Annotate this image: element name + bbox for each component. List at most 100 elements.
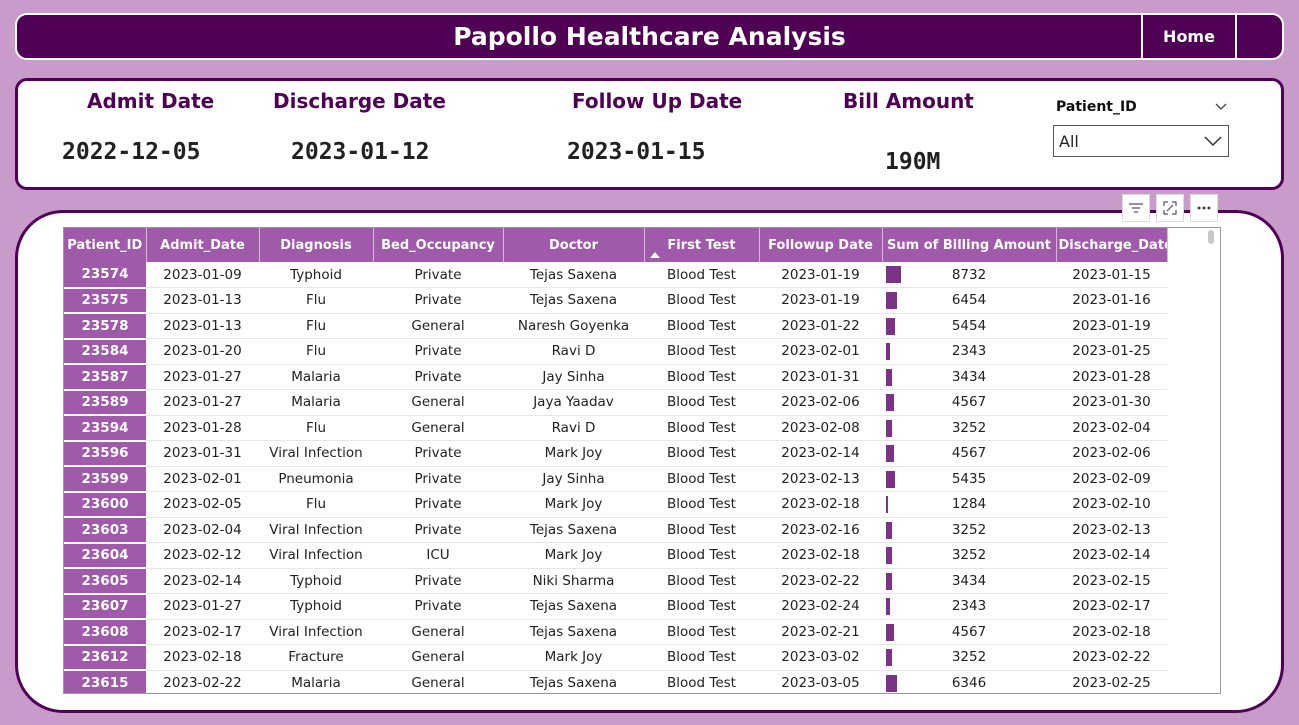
column-header-label: Patient_ID: [67, 237, 143, 253]
table-cell: 2023-02-01: [759, 338, 882, 365]
patient-id-cell: 23587: [64, 364, 146, 391]
table-row[interactable]: 23603 2023-02-04 Viral Infection Private Tej…: [64, 517, 1167, 544]
table-cell: 2023-02-15: [1056, 568, 1167, 594]
followup-date-label: Follow Up Date: [572, 89, 743, 113]
billing-amount-value: 2343: [951, 343, 987, 360]
table-row[interactable]: 23584 2023-01-20 Flu Private Ravi D Blood Tes…: [64, 338, 1167, 365]
table-cell: Jay Sinha: [503, 466, 644, 492]
table-cell: 2023-01-31: [146, 440, 259, 467]
patient-id-cell: 23584: [64, 338, 146, 365]
table-cell: Private: [373, 517, 503, 543]
column-header-label: Followup Date: [768, 237, 873, 253]
table-cell: General: [373, 619, 503, 645]
billing-amount-cell: 3252: [882, 644, 1056, 671]
column-header-label: Admit_Date: [160, 237, 245, 253]
table-cell: Flu: [259, 415, 373, 441]
billing-amount-cell: 8732: [882, 262, 1056, 288]
table-cell: Naresh Goyenka: [503, 313, 644, 339]
table-row[interactable]: 23589 2023-01-27 Malaria General Jaya Yaadav…: [64, 389, 1167, 416]
billing-data-bar: [886, 649, 892, 666]
table-row[interactable]: 23605 2023-02-14 Typhoid Private Niki Sharma…: [64, 568, 1167, 595]
table-cell: 2023-02-18: [759, 491, 882, 518]
table-row[interactable]: 23587 2023-01-27 Malaria Private Jay Sinha Bl…: [64, 364, 1167, 391]
column-header[interactable]: Diagnosis: [259, 228, 374, 262]
table-row[interactable]: 23604 2023-02-12 Viral Infection ICU Mark Jo…: [64, 542, 1167, 569]
table-cell: 2023-02-06: [1056, 440, 1167, 467]
column-header-label: Diagnosis: [280, 237, 352, 253]
table-cell: Typhoid: [259, 593, 373, 620]
billing-amount-value: 3434: [951, 572, 987, 589]
table-cell: General: [373, 670, 503, 693]
patient-id-cell: 23599: [64, 466, 146, 493]
billing-data-bar: [886, 292, 897, 309]
table-cell: Private: [373, 568, 503, 594]
billing-amount-value: 1284: [951, 496, 987, 513]
table-row[interactable]: 23615 2023-02-22 Malaria General Tejas Saxen…: [64, 670, 1167, 693]
column-header[interactable]: Admit_Date: [146, 228, 260, 262]
table-cell: 2023-02-10: [1056, 491, 1167, 518]
table-cell: 2023-01-27: [146, 389, 259, 416]
patient-id-cell: 23575: [64, 287, 146, 314]
billing-amount-value: 3252: [951, 521, 987, 538]
table-row[interactable]: 23607 2023-01-27 Typhoid Private Tejas Saxen…: [64, 593, 1167, 620]
table-cell: Private: [373, 440, 503, 467]
billing-amount-cell: 3434: [882, 568, 1056, 594]
table-cell: Jaya Yaadav: [503, 389, 644, 416]
column-header[interactable]: First Test: [644, 228, 760, 262]
billing-amount-value: 3252: [951, 547, 987, 564]
billing-data-bar: [886, 572, 892, 590]
column-header[interactable]: Followup Date: [759, 228, 883, 262]
table-cell: Ravi D: [503, 338, 644, 365]
table-cell: Blood Test: [644, 542, 759, 569]
column-header[interactable]: Doctor: [503, 228, 645, 262]
patient-id-cell: 23612: [64, 644, 146, 671]
billing-data-bar: [886, 343, 890, 360]
home-button[interactable]: Home: [1141, 13, 1237, 60]
table-cell: 2023-01-19: [759, 262, 882, 288]
filter-icon[interactable]: [1122, 194, 1150, 222]
table-cell: 2023-02-22: [1056, 644, 1167, 671]
table-cell: 2023-02-08: [759, 415, 882, 441]
patient-id-dropdown[interactable]: All: [1053, 125, 1229, 157]
table-cell: 2023-01-28: [146, 415, 259, 441]
table-cell: Blood Test: [644, 364, 759, 390]
table-row[interactable]: 23596 2023-01-31 Viral Infection Private Mar…: [64, 440, 1167, 467]
more-options-icon[interactable]: [1190, 194, 1218, 222]
table-row[interactable]: 23612 2023-02-18 Fracture General Mark Joy Bl…: [64, 644, 1167, 671]
table-row[interactable]: 23608 2023-02-17 Viral Infection General Tej…: [64, 619, 1167, 646]
billing-amount-cell: 2343: [882, 338, 1056, 365]
table-row[interactable]: 23578 2023-01-13 Flu General Naresh Goyenka B…: [64, 313, 1167, 340]
column-header[interactable]: Patient_ID: [64, 228, 147, 262]
table-row[interactable]: 23600 2023-02-05 Flu Private Mark Joy Blood T…: [64, 491, 1167, 518]
table-row[interactable]: 23599 2023-02-01 Pneumonia Private Jay Sinha…: [64, 466, 1167, 493]
billing-amount-value: 2343: [951, 598, 987, 615]
billing-amount-value: 5454: [951, 317, 987, 334]
billing-data-bar: [886, 445, 894, 462]
bill-amount-value: 190M: [885, 149, 941, 175]
column-header-label: Doctor: [549, 237, 598, 253]
patient-id-cell: 23607: [64, 593, 146, 620]
table-cell: Tejas Saxena: [503, 619, 644, 645]
table-cell: 2023-02-16: [759, 517, 882, 543]
column-header[interactable]: Sum of Billing Amount: [882, 228, 1057, 262]
vertical-scrollbar[interactable]: [1208, 230, 1214, 244]
table-row[interactable]: 23574 2023-01-09 Typhoid Private Tejas Saxen…: [64, 262, 1167, 289]
billing-data-bar: [886, 547, 892, 564]
table-cell: Flu: [259, 287, 373, 314]
table-row[interactable]: 23594 2023-01-28 Flu General Ravi D Blood Tes…: [64, 415, 1167, 442]
column-header[interactable]: Bed_Occupancy: [373, 228, 504, 262]
focus-mode-icon[interactable]: [1156, 194, 1184, 222]
table-cell: Tejas Saxena: [503, 287, 644, 314]
table-cell: 2023-01-19: [759, 287, 882, 314]
table-cell: Private: [373, 262, 503, 288]
table-cell: Viral Infection: [259, 517, 373, 543]
table-cell: Private: [373, 593, 503, 620]
patient-id-cell: 23605: [64, 568, 146, 595]
billing-amount-cell: 1284: [882, 491, 1056, 518]
table-row[interactable]: 23575 2023-01-13 Flu Private Tejas Saxena Blo…: [64, 287, 1167, 314]
billing-data-bar: [886, 470, 895, 488]
table-cell: 2023-02-14: [146, 568, 259, 594]
column-header[interactable]: Discharge_Date: [1056, 228, 1168, 262]
chevron-down-icon[interactable]: [1214, 99, 1228, 113]
table-cell: Typhoid: [259, 568, 373, 594]
